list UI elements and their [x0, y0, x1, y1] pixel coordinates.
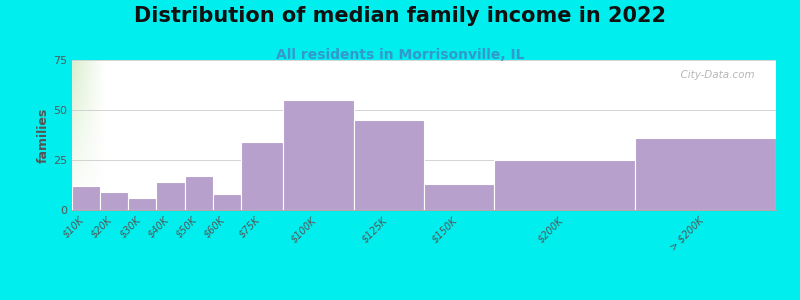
- Text: City-Data.com: City-Data.com: [674, 70, 755, 80]
- Y-axis label: families: families: [38, 107, 50, 163]
- Bar: [635, 138, 776, 210]
- Bar: [128, 198, 157, 210]
- Bar: [185, 176, 213, 210]
- Bar: [213, 194, 241, 210]
- Bar: [283, 100, 354, 210]
- Bar: [72, 186, 100, 210]
- Bar: [424, 184, 494, 210]
- Text: Distribution of median family income in 2022: Distribution of median family income in …: [134, 6, 666, 26]
- Bar: [157, 182, 185, 210]
- Bar: [100, 192, 128, 210]
- Bar: [354, 120, 424, 210]
- Text: All residents in Morrisonville, IL: All residents in Morrisonville, IL: [276, 48, 524, 62]
- Bar: [494, 160, 635, 210]
- Bar: [241, 142, 283, 210]
